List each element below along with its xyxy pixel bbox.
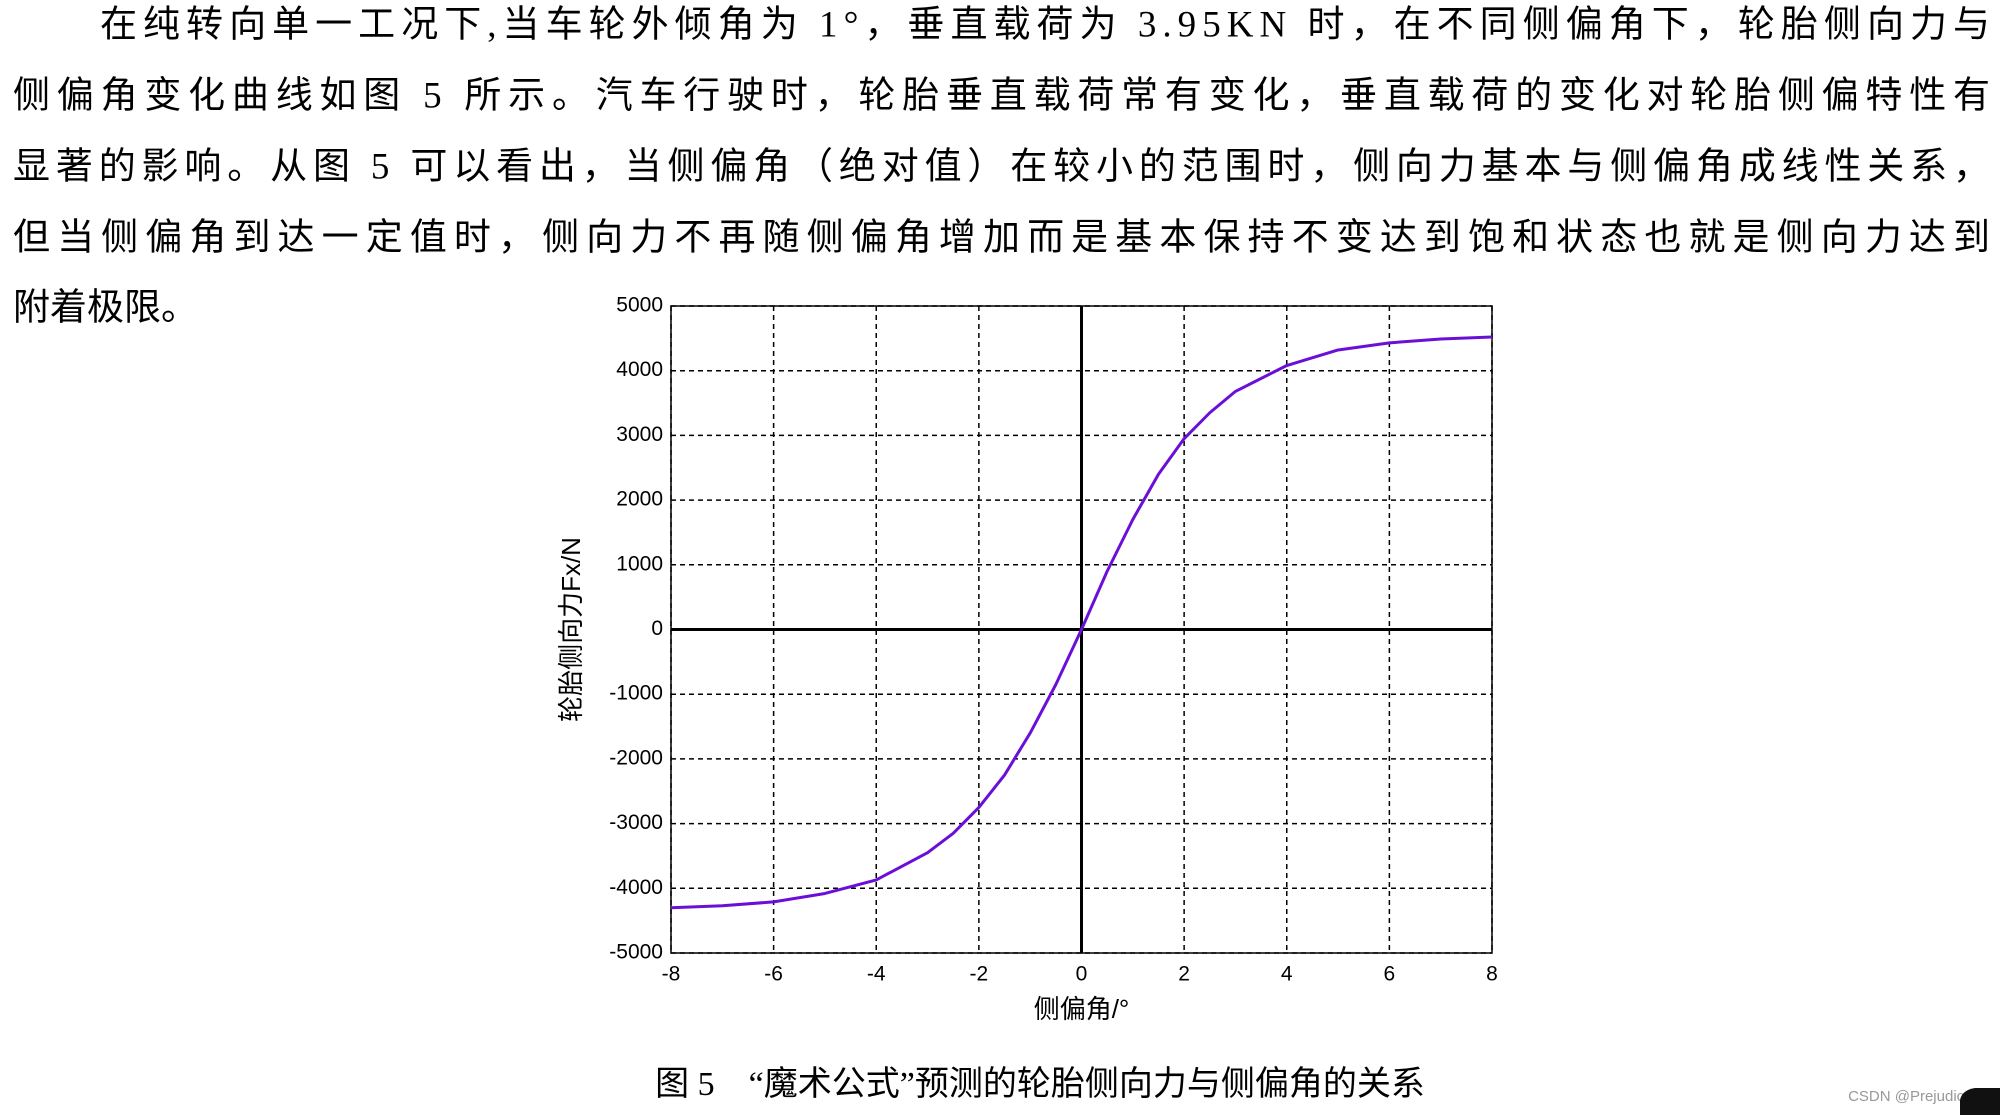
figure-caption: 图 5 “魔术公式”预测的轮胎侧向力与侧偏角的关系 [655,1065,1425,1103]
y-tick-label: 5000 [616,294,663,317]
paragraph-line: 在纯转向单一工况下,当车轮外倾角为 1°，垂直载荷为 3.95KN 时，在不同侧… [100,3,1990,45]
y-tick-label: 4000 [616,358,663,381]
y-tick-label: 0 [651,617,663,640]
x-tick-label: 4 [1281,963,1293,986]
x-tick-label: -8 [662,963,681,986]
y-tick-label: 2000 [616,488,663,511]
paragraph-line: 显著的影响。从图 5 可以看出，当侧偏角（绝对值）在较小的范围时，侧向力基本与侧… [13,145,1990,187]
y-tick-label: 3000 [616,423,663,446]
x-tick-label: 8 [1486,963,1498,986]
x-tick-label: 2 [1178,963,1190,986]
x-tick-label: -4 [867,963,886,986]
corner-decoration [1960,1088,2000,1115]
paragraph-line: 附着极限。 [13,286,198,328]
y-axis-label: 轮胎侧向力Fx/N [556,537,586,722]
x-tick-label: -2 [970,963,989,986]
y-tick-label: -3000 [609,811,663,834]
watermark: CSDN @Prejudices [1848,1088,1980,1105]
curve [670,335,1493,910]
y-tick-label: -5000 [609,941,663,964]
y-tick-label: 1000 [616,552,663,575]
y-tick-label: -4000 [609,876,663,899]
paragraph-line: 侧偏角变化曲线如图 5 所示。汽车行驶时，轮胎垂直载荷常有变化，垂直载荷的变化对… [13,74,1990,116]
y-tick-label: -2000 [609,746,663,769]
x-tick-label: -6 [764,963,783,986]
x-axis-label: 侧偏角/° [1034,994,1130,1024]
x-tick-label: 0 [1076,963,1088,986]
paragraph-line: 但当侧偏角到达一定值时，侧向力不再随侧偏角增加而是基本保持不变达到饱和状态也就是… [13,216,1990,258]
x-tick-label: 6 [1384,963,1396,986]
y-tick-label: -1000 [609,682,663,705]
